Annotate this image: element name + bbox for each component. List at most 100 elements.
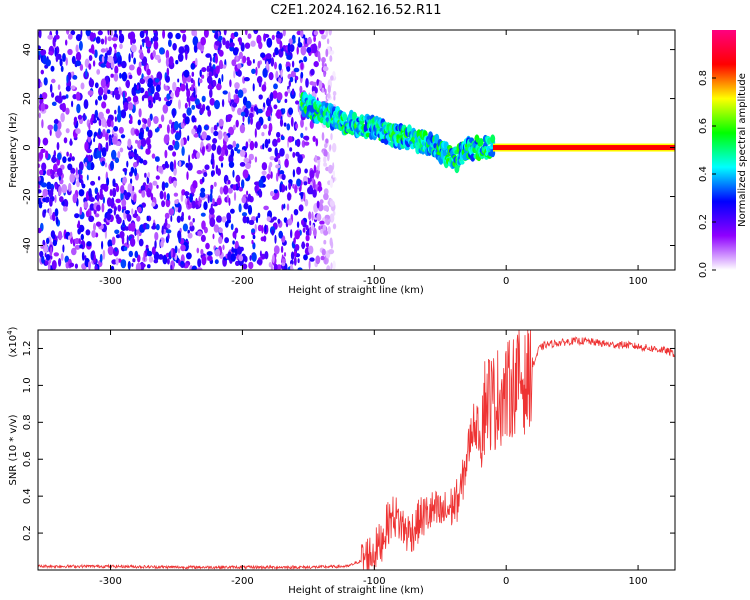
x-tick-label: -100: [363, 576, 386, 587]
noise-cell: [155, 30, 159, 38]
noise-cell: [160, 114, 165, 122]
noise-cell: [173, 166, 177, 176]
noise-cell: [247, 33, 252, 39]
noise-cell: [265, 109, 271, 118]
noise-cell: [78, 161, 84, 171]
noise-cell: [146, 215, 149, 221]
noise-cell: [215, 65, 220, 75]
noise-cell: [104, 35, 107, 45]
noise-cell: [132, 161, 138, 168]
noise-cell: [75, 128, 81, 135]
noise-cell: [197, 230, 203, 237]
noise-cell: [186, 252, 192, 260]
noise-cell: [288, 107, 294, 115]
noise-cell: [133, 57, 137, 65]
noise-cell: [276, 131, 281, 138]
noise-cell: [180, 83, 186, 92]
noise-cell: [114, 109, 117, 115]
y-tick-label: 40: [22, 43, 33, 56]
snr-y-label: SNR (10 * v/v): [8, 414, 19, 485]
noise-cell: [239, 124, 246, 134]
noise-cell: [165, 75, 171, 83]
noise-cell: [112, 91, 115, 98]
noise-cell: [59, 58, 63, 67]
noise-cell: [137, 233, 140, 243]
noise-cell: [151, 246, 156, 255]
noise-cell: [332, 210, 336, 216]
spectrogram-signal-track: [299, 91, 675, 174]
noise-cell: [59, 196, 64, 203]
noise-cell: [51, 92, 55, 98]
noise-cell: [189, 224, 195, 232]
noise-cell: [39, 99, 43, 105]
noise-cell: [182, 33, 187, 43]
noise-cell: [195, 197, 198, 206]
noise-cell: [287, 88, 291, 94]
noise-cell: [38, 45, 41, 50]
noise-cell: [89, 203, 95, 211]
noise-cell: [321, 60, 325, 68]
noise-cell: [113, 72, 119, 82]
noise-cell: [231, 102, 238, 108]
noise-cell: [57, 95, 63, 104]
noise-cell: [164, 212, 170, 219]
noise-cell: [180, 30, 187, 34]
noise-cell: [187, 203, 193, 209]
noise-cell: [66, 151, 69, 157]
noise-cell: [85, 68, 88, 78]
noise-cell: [60, 112, 65, 123]
noise-cell: [214, 99, 220, 110]
noise-cell: [98, 111, 104, 120]
noise-cell: [166, 67, 170, 77]
noise-cell: [258, 188, 262, 198]
noise-cell: [136, 254, 141, 263]
y-tick-label: 1.2: [22, 341, 33, 357]
noise-cell: [58, 230, 63, 241]
noise-cell: [100, 48, 106, 53]
noise-cell: [174, 199, 179, 205]
noise-cell: [51, 101, 57, 107]
noise-cell: [199, 69, 202, 78]
noise-cell: [48, 190, 54, 198]
noise-cell: [119, 30, 122, 36]
noise-cell: [95, 99, 98, 106]
noise-cell: [270, 264, 273, 270]
noise-cell: [201, 255, 207, 266]
noise-cell: [78, 238, 82, 245]
noise-cell: [56, 142, 60, 151]
noise-cell: [131, 262, 134, 267]
noise-cell: [247, 115, 251, 125]
noise-cell: [255, 66, 258, 76]
noise-cell: [65, 107, 70, 115]
noise-cell: [128, 64, 135, 71]
noise-cell: [294, 184, 298, 194]
noise-cell: [178, 46, 185, 55]
noise-cell: [289, 147, 293, 152]
noise-cell: [120, 185, 125, 194]
noise-cell: [134, 167, 137, 177]
noise-cell: [312, 189, 317, 198]
noise-cell: [219, 186, 224, 195]
noise-cell: [126, 160, 129, 168]
noise-cell: [50, 169, 53, 175]
noise-cell: [225, 135, 229, 143]
noise-cell: [74, 173, 80, 180]
noise-cell: [278, 63, 282, 71]
noise-cell: [38, 55, 41, 60]
noise-cell: [309, 257, 315, 262]
x-tick-label: -300: [99, 576, 122, 587]
noise-cell: [167, 144, 174, 151]
noise-cell: [185, 162, 189, 168]
track-cell: [404, 146, 410, 151]
noise-cell: [172, 139, 176, 146]
spectrogram-x-label: Height of straight line (km): [288, 285, 424, 296]
noise-cell: [127, 102, 134, 111]
noise-cell: [132, 95, 139, 103]
noise-cell: [169, 90, 171, 95]
colorbar-tick-label: 0.8: [698, 70, 709, 86]
noise-cell: [219, 59, 223, 69]
snr-series: [38, 330, 675, 570]
noise-cell: [43, 77, 48, 86]
noise-cell: [167, 32, 173, 39]
noise-cell: [275, 33, 282, 39]
